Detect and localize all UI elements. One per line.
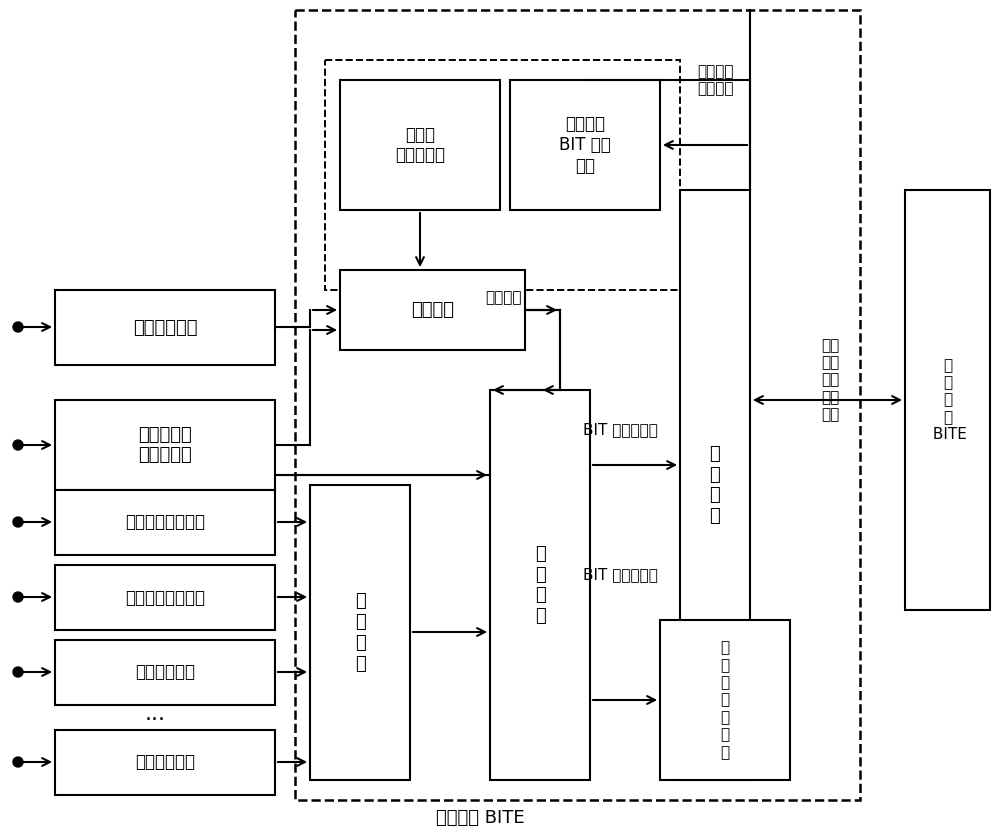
FancyBboxPatch shape <box>310 485 410 780</box>
Text: 通
讯
接
口: 通 讯 接 口 <box>710 445 720 525</box>
Text: 边界扫描器件: 边界扫描器件 <box>133 319 197 337</box>
Text: ···: ··· <box>144 710 166 730</box>
Text: 功率电路测试: 功率电路测试 <box>135 664 195 681</box>
FancyBboxPatch shape <box>55 290 275 365</box>
Circle shape <box>13 322 23 332</box>
FancyBboxPatch shape <box>55 640 275 705</box>
FancyBboxPatch shape <box>905 190 990 610</box>
Circle shape <box>13 440 23 450</box>
Text: 数模混合电路测试: 数模混合电路测试 <box>125 589 205 606</box>
Text: 分
系
统
级
 BITE: 分 系 统 级 BITE <box>928 358 967 442</box>
Text: 光电电路测试: 光电电路测试 <box>135 753 195 772</box>
FancyBboxPatch shape <box>55 490 275 555</box>
Text: 普通模拟电路测试: 普通模拟电路测试 <box>125 513 205 532</box>
Circle shape <box>13 592 23 602</box>
Text: 响应分析: 响应分析 <box>411 301 454 319</box>
FancyBboxPatch shape <box>510 80 660 210</box>
Text: 外加边界扫
描功能器件: 外加边界扫 描功能器件 <box>138 426 192 465</box>
FancyBboxPatch shape <box>490 390 590 780</box>
Text: 电路板级 BITE: 电路板级 BITE <box>436 809 524 827</box>
Text: 数
据
采
集: 数 据 采 集 <box>355 592 365 673</box>
FancyBboxPatch shape <box>55 565 275 630</box>
Text: 数
据
处
理: 数 据 处 理 <box>535 545 545 625</box>
Text: 测试控制: 测试控制 <box>485 290 521 305</box>
Circle shape <box>13 517 23 527</box>
Text: BIT 数据或结果: BIT 数据或结果 <box>583 568 657 583</box>
Text: 测试指令
测试矢量: 测试指令 测试矢量 <box>697 64 734 96</box>
Circle shape <box>13 757 23 767</box>
Text: 板
上
记
录
与
报
警: 板 上 记 录 与 报 警 <box>720 640 730 760</box>
Text: 系统
级测
试和
维修
总线: 系统 级测 试和 维修 总线 <box>821 338 839 422</box>
FancyBboxPatch shape <box>340 80 500 210</box>
FancyBboxPatch shape <box>340 270 525 350</box>
FancyBboxPatch shape <box>660 620 790 780</box>
Circle shape <box>13 667 23 677</box>
Text: 传统电路
BIT 启动
控制: 传统电路 BIT 启动 控制 <box>559 115 611 175</box>
FancyBboxPatch shape <box>55 730 275 795</box>
Text: 边界扫
描测试控制: 边界扫 描测试控制 <box>395 125 445 165</box>
Text: BIT 数据或结果: BIT 数据或结果 <box>583 422 657 437</box>
FancyBboxPatch shape <box>55 400 275 490</box>
FancyBboxPatch shape <box>680 190 750 780</box>
